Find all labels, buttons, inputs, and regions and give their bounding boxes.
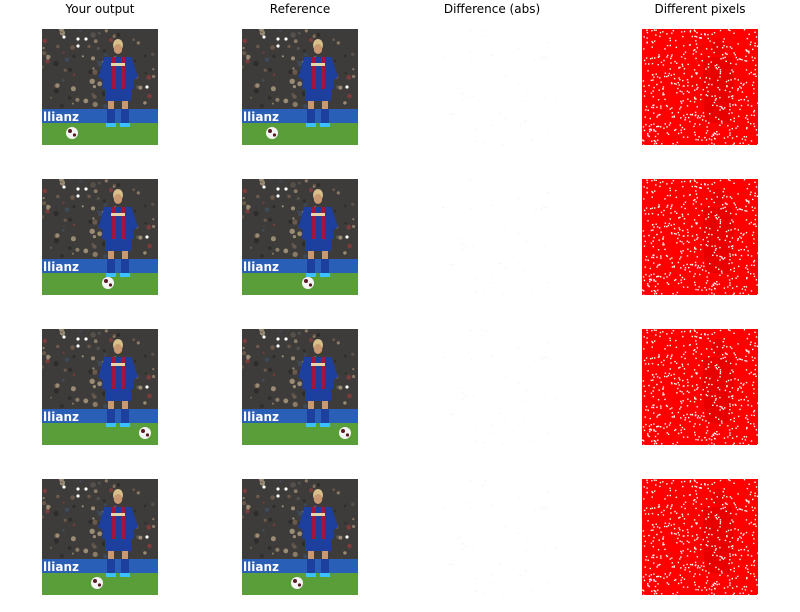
svg-text:llianz: llianz: [43, 110, 79, 124]
difference-image-row-4: [442, 479, 558, 595]
different-pixels-image-row-2: [642, 179, 758, 295]
reference-image-row-1: llianz: [242, 29, 358, 145]
player-photo-icon: llianz: [242, 29, 358, 145]
column-title-different-pixels: Different pixels: [654, 2, 746, 16]
player-photo-icon: llianz: [42, 29, 158, 145]
svg-text:llianz: llianz: [43, 560, 79, 574]
player-photo-icon: llianz: [42, 479, 158, 595]
pixel-mask-icon: [642, 479, 758, 595]
svg-text:llianz: llianz: [243, 410, 279, 424]
svg-text:llianz: llianz: [43, 260, 79, 274]
column-title-output: Your output: [65, 2, 135, 16]
svg-text:llianz: llianz: [243, 560, 279, 574]
pixel-mask-icon: [642, 179, 758, 295]
different-pixels-image-row-1: [642, 29, 758, 145]
player-photo-icon: llianz: [242, 179, 358, 295]
difference-image-row-1: [442, 29, 558, 145]
player-photo-icon: llianz: [42, 179, 158, 295]
output-image-row-2: llianz: [42, 179, 158, 295]
player-photo-icon: llianz: [242, 479, 358, 595]
different-pixels-image-row-3: [642, 329, 758, 445]
reference-image-row-4: llianz: [242, 479, 358, 595]
difference-image-row-2: [442, 179, 558, 295]
svg-text:llianz: llianz: [243, 110, 279, 124]
column-title-difference: Difference (abs): [443, 2, 541, 16]
reference-image-row-2: llianz: [242, 179, 358, 295]
player-photo-icon: llianz: [42, 329, 158, 445]
pixel-mask-icon: [642, 29, 758, 145]
output-image-row-4: llianz: [42, 479, 158, 595]
player-photo-icon: llianz: [242, 329, 358, 445]
different-pixels-image-row-4: [642, 479, 758, 595]
output-image-row-1: llianz: [42, 29, 158, 145]
pixel-mask-icon: [642, 329, 758, 445]
difference-map-icon: [442, 179, 558, 295]
column-title-reference: Reference: [269, 2, 331, 16]
difference-map-icon: [442, 329, 558, 445]
svg-text:llianz: llianz: [243, 260, 279, 274]
output-image-row-3: llianz: [42, 329, 158, 445]
difference-image-row-3: [442, 329, 558, 445]
difference-map-icon: [442, 479, 558, 595]
reference-image-row-3: llianz: [242, 329, 358, 445]
difference-map-icon: [442, 29, 558, 145]
svg-text:llianz: llianz: [43, 410, 79, 424]
